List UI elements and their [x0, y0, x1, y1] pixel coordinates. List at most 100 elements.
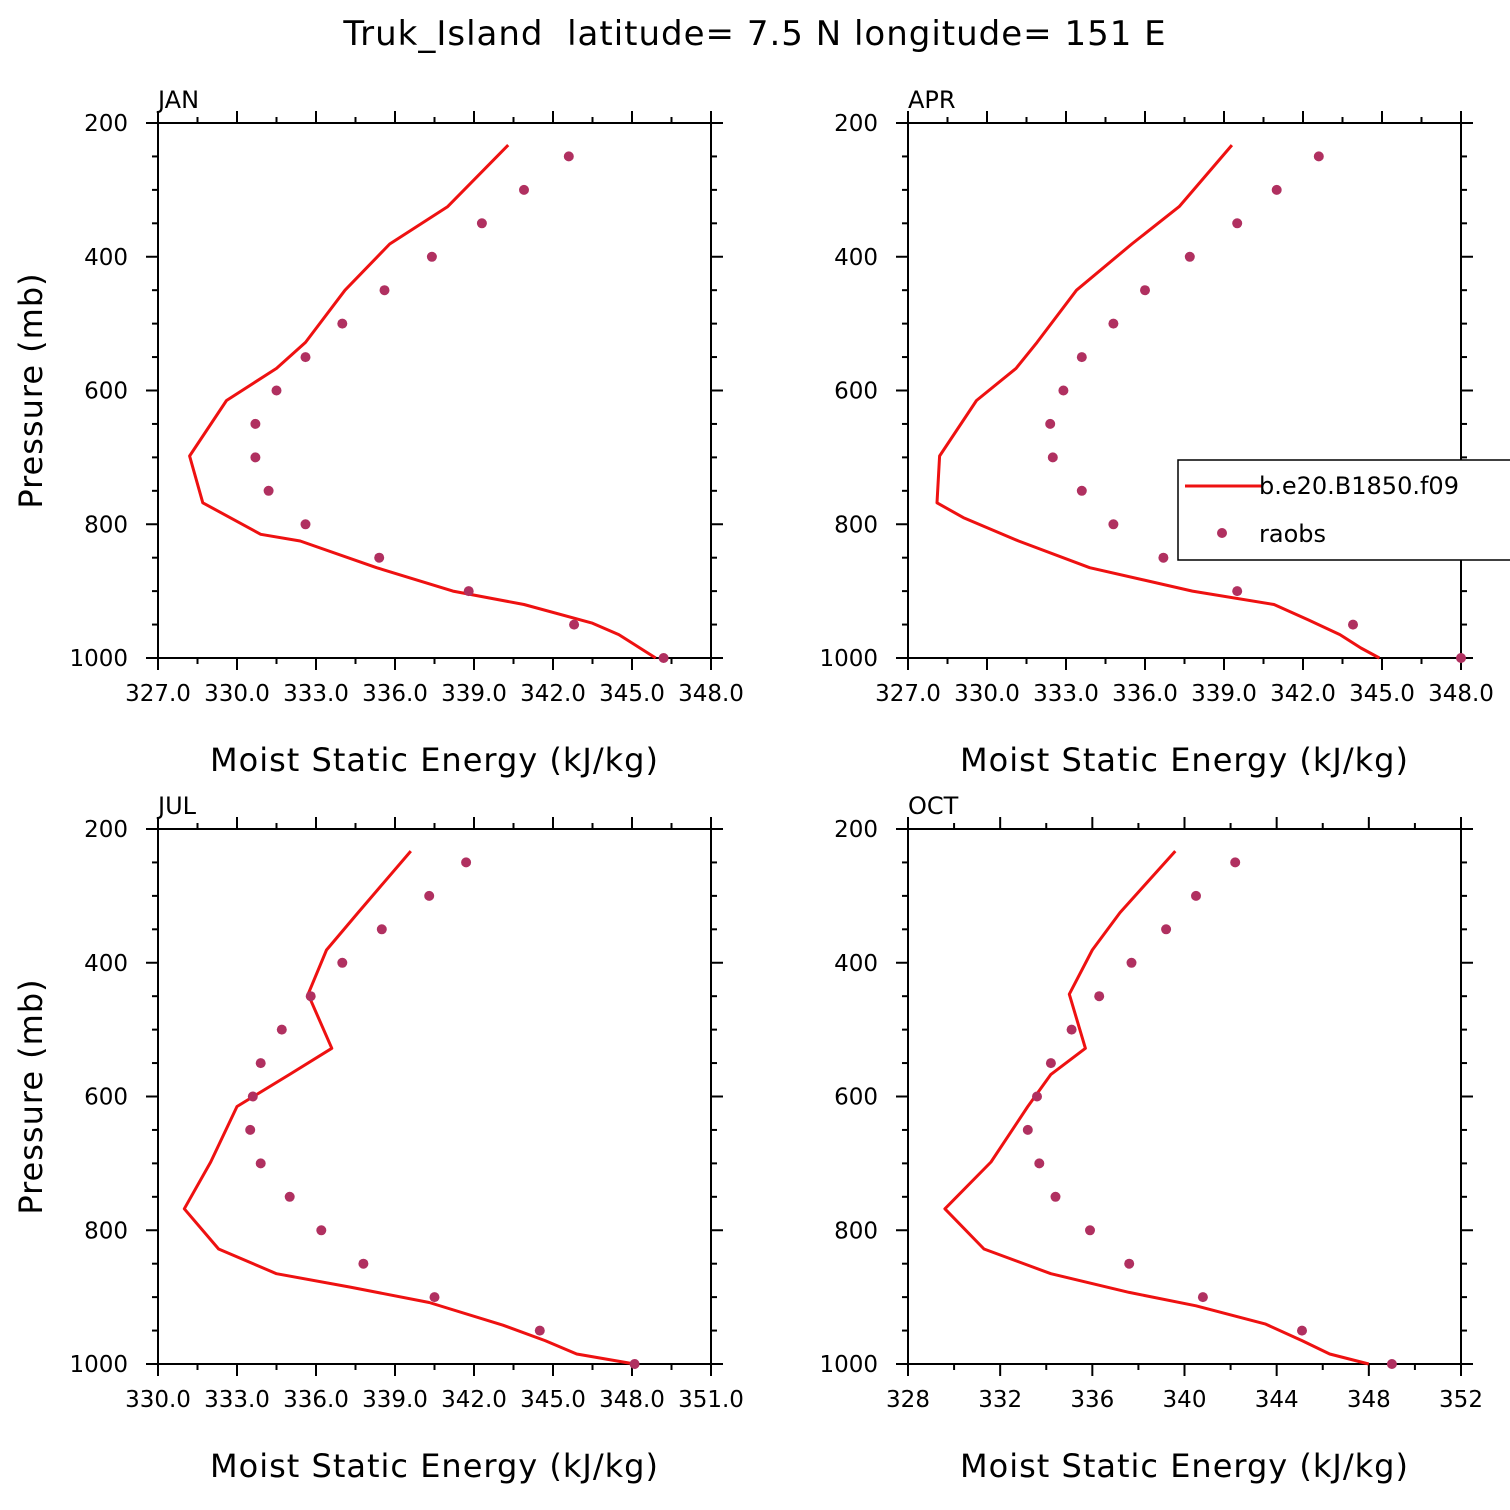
raobs-point	[250, 452, 261, 463]
x-tick-label: 327.0	[875, 681, 941, 707]
x-tick-label: 348.0	[1428, 681, 1494, 707]
y-tick-label: 600	[84, 379, 128, 405]
raobs-point	[1047, 452, 1058, 463]
raobs-point	[1158, 552, 1169, 563]
raobs-point	[276, 1024, 287, 1035]
raobs-point	[426, 251, 437, 262]
raobs-point	[1386, 1359, 1397, 1369]
raobs-point	[358, 1258, 369, 1269]
raobs-point	[1184, 251, 1195, 262]
x-tick-label: 342.0	[441, 1387, 507, 1413]
raobs-point	[1045, 418, 1056, 429]
x-axis-title: Moist Static Energy (kJ/kg)	[960, 1447, 1409, 1485]
raobs-point	[569, 619, 580, 630]
raobs-point	[1066, 1024, 1077, 1035]
x-tick-label: 348	[1347, 1387, 1391, 1413]
y-tick-label: 600	[834, 1085, 878, 1111]
model-line	[935, 144, 1381, 660]
raobs-point	[1076, 485, 1087, 496]
raobs-point	[379, 285, 390, 296]
raobs-point	[1124, 1258, 1135, 1269]
raobs-point	[1076, 352, 1087, 363]
y-tick-label: 400	[84, 951, 128, 977]
y-tick-label: 200	[84, 817, 128, 843]
raobs-point	[284, 1191, 295, 1202]
x-tick-label: 333.0	[204, 1387, 270, 1413]
y-tick-label: 800	[834, 1218, 878, 1244]
raobs-point	[1297, 1325, 1307, 1336]
raobs-point	[658, 653, 669, 663]
raobs-point	[1022, 1124, 1033, 1135]
raobs-point	[255, 1058, 266, 1069]
figure-title: Truk_Island latitude= 7.5 N longitude= 1…	[342, 14, 1166, 54]
model-line	[188, 144, 657, 660]
legend-obs-label: raobs	[1259, 520, 1326, 548]
model-line	[182, 850, 635, 1366]
raobs-point	[300, 352, 311, 363]
raobs-point	[245, 1124, 256, 1135]
x-tick-label: 345.0	[1349, 681, 1415, 707]
x-tick-label: 342.0	[1270, 681, 1336, 707]
x-tick-label: 336.0	[1112, 681, 1178, 707]
raobs-point	[1232, 218, 1243, 229]
legend-model-label: b.e20.B1850.f09	[1259, 472, 1459, 500]
raobs-point	[1032, 1091, 1042, 1102]
y-axis-title: Pressure (mb)	[12, 272, 50, 508]
raobs-point	[250, 418, 261, 429]
y-tick-label: 400	[84, 245, 128, 271]
x-tick-label: 345.0	[599, 681, 665, 707]
x-tick-label: 339.0	[441, 681, 507, 707]
raobs-point	[1034, 1158, 1045, 1169]
legend-obs-marker	[1217, 528, 1227, 538]
raobs-point	[337, 318, 348, 329]
raobs-point	[1094, 991, 1105, 1002]
x-tick-label: 336.0	[362, 681, 428, 707]
raobs-point	[1126, 957, 1137, 968]
x-tick-label: 330.0	[954, 681, 1020, 707]
raobs-point	[300, 519, 311, 530]
y-tick-label: 800	[834, 512, 878, 538]
raobs-point	[1197, 1292, 1208, 1303]
raobs-point	[424, 890, 435, 901]
x-tick-label: 332	[978, 1387, 1022, 1413]
x-tick-label: 330.0	[125, 1387, 191, 1413]
raobs-point	[1230, 857, 1241, 868]
x-tick-label: 348.0	[599, 1387, 665, 1413]
y-tick-label: 1000	[819, 1352, 878, 1378]
y-tick-label: 200	[834, 817, 878, 843]
raobs-point	[1313, 151, 1324, 162]
plot-frame	[157, 828, 712, 1365]
x-tick-label: 340	[1163, 1387, 1207, 1413]
x-tick-label: 336.0	[283, 1387, 349, 1413]
y-axis-title: Pressure (mb)	[12, 978, 50, 1214]
legend-box	[1177, 459, 1510, 561]
raobs-point	[1108, 318, 1119, 329]
x-axis-title: Moist Static Energy (kJ/kg)	[210, 741, 659, 779]
x-tick-label: 352	[1439, 1387, 1483, 1413]
raobs-point	[1271, 184, 1282, 195]
y-tick-label: 800	[84, 512, 128, 538]
raobs-point	[1045, 1058, 1056, 1069]
x-axis-title: Moist Static Energy (kJ/kg)	[960, 741, 1409, 779]
raobs-point	[1050, 1191, 1061, 1202]
x-tick-label: 342.0	[520, 681, 586, 707]
raobs-point	[1232, 586, 1243, 597]
y-tick-label: 400	[834, 245, 878, 271]
x-tick-label: 344	[1255, 1387, 1299, 1413]
x-tick-label: 333.0	[1033, 681, 1099, 707]
y-tick-label: 400	[834, 951, 878, 977]
raobs-point	[316, 1225, 327, 1236]
raobs-point	[1161, 924, 1172, 935]
y-tick-label: 800	[84, 1218, 128, 1244]
raobs-point	[1456, 653, 1466, 663]
raobs-point	[429, 1292, 440, 1303]
raobs-point	[1058, 385, 1069, 396]
panel-oct: OCT 328 332 336 340 344 348 352 200 400 600 800 1000…	[819, 792, 1483, 1485]
y-tick-label: 600	[834, 379, 878, 405]
raobs-point	[1140, 285, 1150, 296]
model-line	[943, 850, 1370, 1366]
y-tick-label: 1000	[819, 646, 878, 672]
panel-apr: APR 327.0 330.0 333.0 336.0 339.0 342.0 345.0 34…	[819, 86, 1493, 779]
x-tick-label: 333.0	[283, 681, 349, 707]
